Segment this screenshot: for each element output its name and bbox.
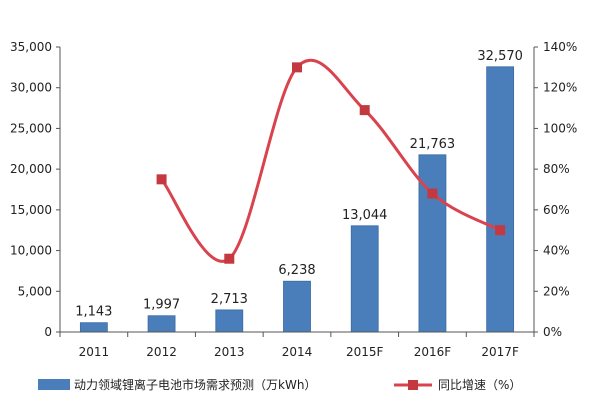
left-tick-label: 35,000: [10, 40, 52, 54]
growth-marker: [156, 174, 167, 185]
bar-series: [79, 66, 515, 333]
bar-data-label: 6,238: [278, 263, 315, 278]
right-tick-label: 80%: [543, 162, 570, 176]
bar-data-label: 1,997: [143, 298, 180, 313]
left-tick-label: 0: [44, 325, 52, 339]
right-tick-label: 100%: [543, 121, 577, 135]
right-tick-label: 0%: [543, 325, 562, 339]
right-tick-label: 140%: [543, 40, 577, 54]
bar-data-label: 13,044: [342, 208, 388, 223]
legend-bar-label: 动力领域锂离子电池市场需求预测（万kWh）: [74, 377, 316, 392]
bar: [486, 66, 515, 333]
x-axis: 2011 2012 2013 2014 2015F 2016F 2017F: [59, 331, 535, 359]
bar: [147, 315, 176, 333]
legend-line-marker: [408, 380, 418, 390]
growth-marker: [224, 253, 235, 264]
left-tick-label: 5,000: [18, 284, 52, 298]
growth-marker: [427, 188, 438, 199]
growth-line: [160, 58, 501, 263]
bar: [283, 280, 311, 333]
left-tick-label: 25,000: [10, 121, 52, 135]
left-tick-label: 20,000: [10, 162, 52, 176]
right-tick-label: 120%: [543, 81, 577, 95]
right-axis: 0% 20% 40% 60% 80% 100% 120% 140%: [533, 40, 577, 339]
bar: [215, 309, 244, 333]
legend-bar-swatch: [38, 379, 70, 390]
bar-data-label: 1,143: [75, 305, 112, 320]
bar-data-label: 32,570: [477, 49, 523, 64]
x-tick-label: 2011: [79, 345, 110, 359]
bar-data-label: 21,763: [410, 137, 456, 152]
left-axis: 0 5,000 10,000 15,000 20,000 25,000 30,000 35,0…: [10, 40, 61, 339]
left-tick-label: 10,000: [10, 244, 52, 258]
bar: [418, 154, 447, 333]
x-tick-label: 2016F: [414, 345, 452, 359]
left-tick-label: 30,000: [10, 81, 52, 95]
x-tick-label: 2012: [146, 345, 177, 359]
bar: [79, 322, 108, 333]
x-tick-label: 2015F: [346, 345, 384, 359]
growth-marker: [495, 225, 506, 236]
growth-marker: [292, 62, 302, 73]
growth-marker: [359, 105, 370, 116]
bar: [350, 225, 379, 333]
x-tick-label: 2013: [214, 345, 245, 359]
growth-line-series: [156, 58, 506, 264]
x-tick-label: 2017F: [481, 345, 519, 359]
bar-data-labels: 1,143 1,997 2,713 6,238 13,044 21,763 32,570: [75, 49, 523, 320]
right-tick-label: 60%: [543, 203, 570, 217]
right-tick-label: 40%: [543, 244, 570, 258]
left-tick-label: 15,000: [10, 203, 52, 217]
legend-line-label: 同比增速（%）: [438, 378, 521, 392]
bar-data-label: 2,713: [211, 292, 248, 307]
legend: 动力领域锂离子电池市场需求预测（万kWh） 同比增速（%）: [38, 377, 521, 392]
x-tick-label: 2014: [282, 345, 313, 359]
right-tick-label: 20%: [543, 284, 570, 298]
